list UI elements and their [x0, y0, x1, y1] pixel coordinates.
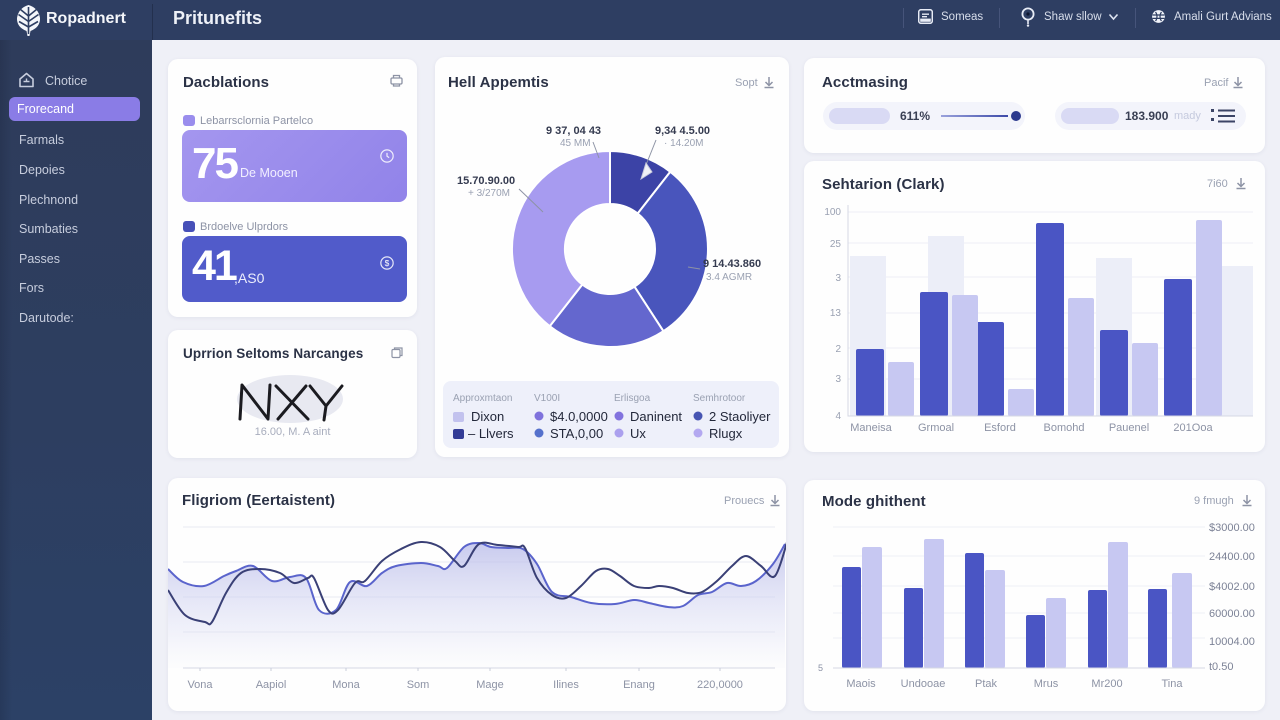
- svg-text:$: $: [385, 258, 390, 268]
